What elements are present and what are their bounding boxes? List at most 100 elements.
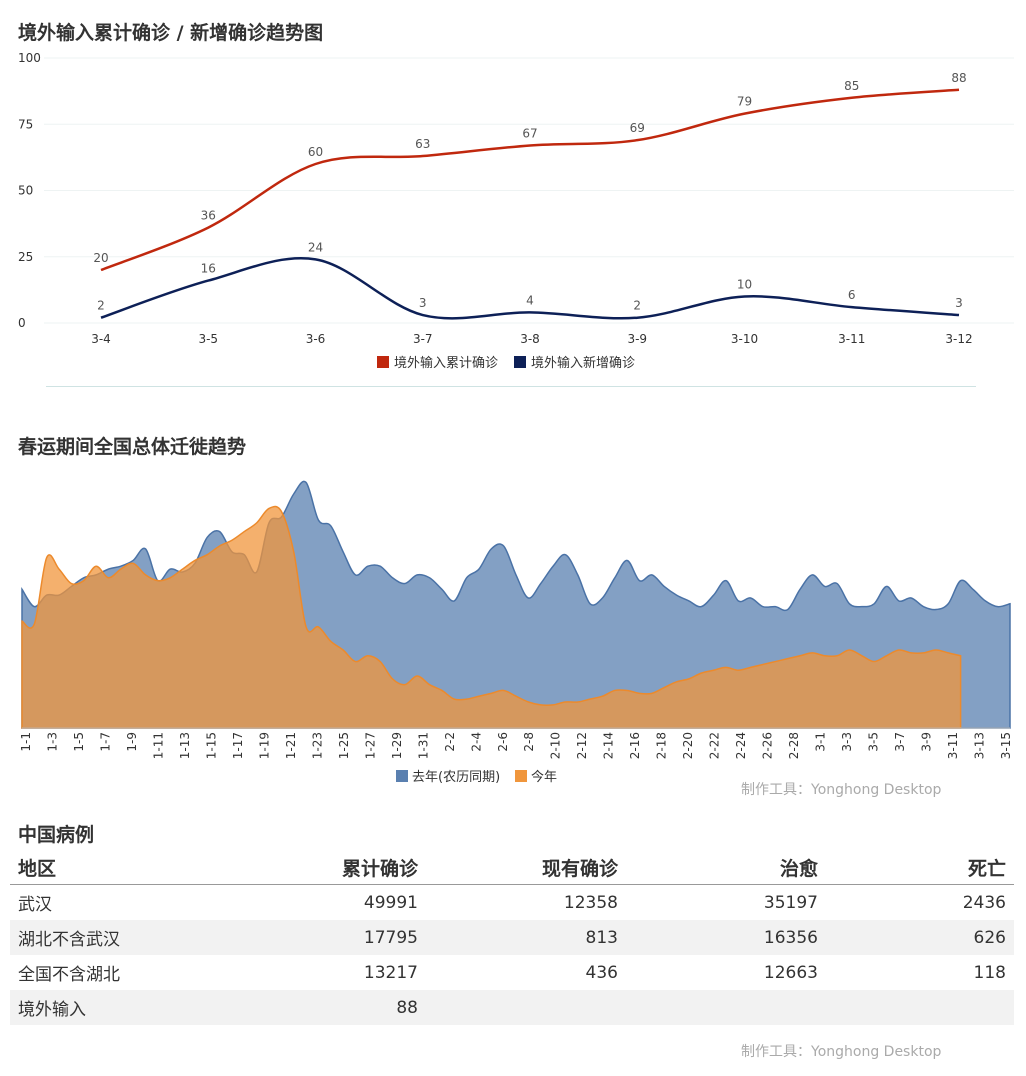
cell-current-confirmed: 436 [585, 962, 618, 983]
x-tick-label: 1-19 [257, 732, 271, 759]
x-tick-label: 2-14 [602, 732, 616, 759]
series-line [100, 257, 960, 320]
x-tick-label: 2-24 [734, 732, 748, 759]
x-tick-label: 1-9 [125, 732, 139, 752]
cell-region: 境外输入 [10, 990, 196, 1025]
data-label: 24 [308, 240, 323, 254]
data-label: 3 [955, 296, 963, 310]
x-tick-label: 3-15 [999, 732, 1013, 759]
y-tick-label: 50 [18, 184, 33, 198]
table-header-row: 地区 累计确诊 现有确诊 治愈 死亡 [10, 850, 1014, 885]
x-tick-label: 2-18 [655, 732, 669, 759]
x-tick-label: 3-11 [946, 732, 960, 759]
x-tick-label: 2-26 [761, 732, 775, 759]
cell-total-confirmed: 49991 [363, 892, 418, 913]
x-tick-label: 1-15 [204, 732, 218, 759]
x-tick-label: 3-10 [731, 332, 758, 346]
table-row: 湖北不含武汉 17795 813 16356 626 [10, 920, 1014, 955]
x-tick-label: 1-11 [151, 732, 165, 759]
legend-swatch [515, 770, 527, 782]
data-label: 67 [522, 126, 537, 140]
data-label: 20 [93, 251, 108, 265]
x-tick-label: 3-7 [893, 732, 907, 752]
x-tick-label: 1-1 [19, 732, 33, 752]
x-tick-label: 3-1 [814, 732, 828, 752]
x-tick-label: 2-22 [708, 732, 722, 759]
legend-label: 境外输入新增确诊 [531, 355, 635, 371]
x-tick-label: 1-7 [98, 732, 112, 752]
x-tick-label: 1-17 [231, 732, 245, 759]
chart1-line-chart: 0 25 50 75 100 3-4 3-5 3-6 3-7 3-8 3-9 3-10 3-11 3-12… [18, 51, 1014, 371]
x-tick-label: 1-21 [284, 732, 298, 759]
table-row: 武汉 49991 12358 35197 2436 [10, 885, 1014, 921]
data-label: 2 [97, 299, 105, 313]
legend-swatch [377, 356, 389, 368]
y-tick-label: 25 [18, 250, 33, 264]
cases-table: 地区 累计确诊 现有确诊 治愈 死亡 武汉 49991 12358 35197 … [10, 850, 1014, 1025]
legend-label: 今年 [531, 769, 557, 785]
cell-cured [626, 990, 826, 1025]
x-tick-label: 2-28 [787, 732, 801, 759]
x-tick-label: 1-27 [363, 732, 377, 759]
x-tick-label: 3-4 [91, 332, 111, 346]
legend-label: 去年(农历同期) [412, 770, 500, 785]
data-label: 60 [308, 145, 323, 159]
chart2-area-chart: 1-1 1-3 1-5 1-7 1-9 1-11 1-13 1-15 1-17 1-19 1-21 1… [19, 480, 1013, 785]
x-tick-label: 3-3 [840, 732, 854, 752]
cell-region: 全国不含湖北 [18, 965, 120, 985]
table-row: 境外输入 88 [10, 990, 1014, 1025]
header-current-confirmed: 现有确诊 [426, 850, 626, 885]
x-tick-label: 1-25 [337, 732, 351, 759]
y-tick-label: 100 [18, 51, 41, 65]
chart1-title: 境外输入累计确诊 / 新增确诊趋势图 [18, 22, 324, 44]
data-label: 63 [415, 137, 430, 151]
x-tick-label: 2-8 [522, 732, 536, 752]
cell-cured: 35197 [763, 892, 818, 913]
cell-total-confirmed: 88 [196, 990, 426, 1025]
x-tick-label: 2-16 [628, 732, 642, 759]
data-label: 4 [526, 293, 534, 307]
legend-swatch [514, 356, 526, 368]
x-tick-label: 3-9 [627, 332, 647, 346]
x-tick-label: 2-10 [549, 732, 563, 759]
x-tick-label: 1-3 [45, 732, 59, 752]
header-cured: 治愈 [626, 850, 826, 885]
section-divider [46, 386, 976, 387]
y-tick-label: 75 [18, 117, 33, 131]
cell-total-confirmed: 17795 [196, 920, 426, 955]
data-label: 6 [848, 288, 856, 302]
x-tick-label: 3-7 [413, 332, 433, 346]
legend-swatch [396, 770, 408, 782]
x-tick-label: 3-12 [945, 332, 972, 346]
header-region: 地区 [10, 850, 196, 885]
table-title: 中国病例 [18, 824, 95, 846]
x-tick-label: 1-31 [416, 732, 430, 759]
cell-deaths [826, 990, 1014, 1025]
data-label: 69 [630, 121, 645, 135]
table-row: 全国不含湖北 13217 436 12663 118 [10, 955, 1014, 990]
x-tick-label: 2-6 [496, 732, 510, 752]
header-total-confirmed: 累计确诊 [196, 850, 426, 885]
y-tick-label: 0 [18, 316, 26, 330]
data-label: 79 [737, 95, 752, 109]
x-tick-label: 2-20 [681, 732, 695, 759]
x-tick-label: 3-9 [920, 732, 934, 752]
cell-current-confirmed [426, 990, 626, 1025]
data-label: 88 [951, 71, 966, 85]
x-tick-label: 3-11 [838, 332, 865, 346]
watermark-2: 制作工具：Yonghong Desktop [741, 1044, 942, 1060]
x-tick-label: 1-23 [310, 732, 324, 759]
data-label: 3 [419, 296, 427, 310]
x-tick-label: 3-6 [306, 332, 326, 346]
data-label: 85 [844, 79, 859, 93]
watermark-1: 制作工具：Yonghong Desktop [741, 782, 942, 798]
data-label: 16 [201, 262, 216, 276]
cell-deaths: 626 [826, 920, 1014, 955]
series-area-this-year [21, 505, 962, 729]
series-line [100, 88, 960, 272]
data-label: 10 [737, 278, 752, 292]
x-tick-label: 2-2 [443, 732, 457, 752]
x-tick-label: 3-5 [867, 732, 881, 752]
x-tick-label: 1-29 [390, 732, 404, 759]
x-tick-label: 2-4 [469, 732, 483, 752]
